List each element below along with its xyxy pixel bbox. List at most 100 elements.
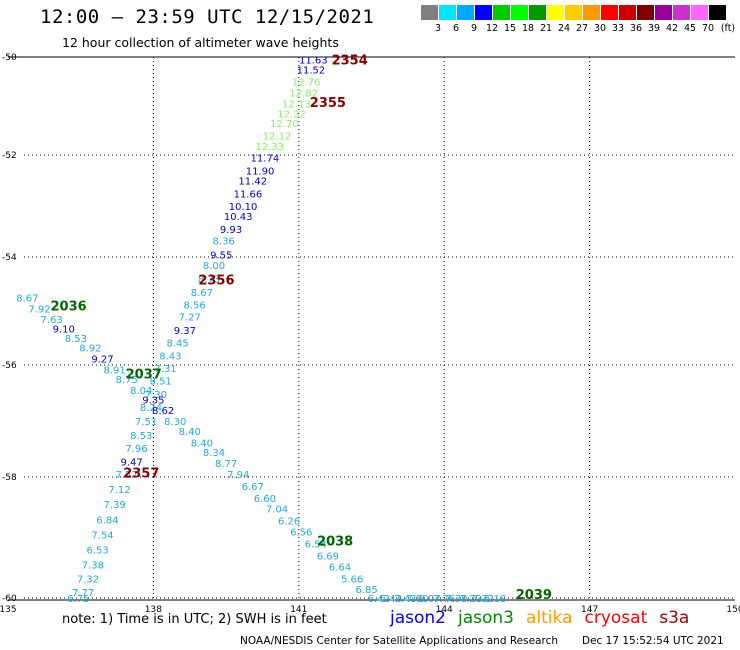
pass-time-label: 2357 [123,467,159,482]
swh-value-label: 7.32 [77,575,99,586]
pass-time-label: 2356 [198,274,234,289]
swh-value-label: 12.12 [263,131,292,142]
colorbar-tick: 27 [575,23,589,34]
colorbar-tick: 42 [665,23,679,34]
swh-value-label: 9.37 [174,326,196,337]
y-tick-label: -56 [2,361,17,371]
swh-value-label: 8.00 [203,261,225,272]
swh-value-label: 6.69 [317,552,339,563]
swh-value-label: 8.24 [140,403,162,414]
swh-value-label: 11.42 [238,177,267,188]
swh-value-label: 7.32 [472,594,494,605]
swh-value-label: 7.12 [108,485,130,496]
swh-value-label: 6.85 [356,585,378,596]
swh-value-label: 8.91 [103,365,125,376]
swh-value-label: 7.77 [72,588,94,599]
swh-value-label: 12.33 [255,142,284,153]
x-tick-label: 141 [290,605,307,615]
pass-time-label: 2355 [310,96,346,111]
colorbar-swatch [691,5,708,20]
colorbar-tick: 3 [434,23,442,34]
swh-value-label: 7.31 [154,364,176,375]
swh-value-label: 11.90 [246,166,275,177]
colorbar-swatch [439,5,456,20]
colorbar-swatch [709,5,726,20]
colorbar-tick: 18 [521,23,535,34]
swh-value-label: 6.43 [380,594,402,605]
swh-value-label: 6.67 [242,482,264,493]
swh-value-label: 6.56 [290,527,312,538]
swh-value-label: 7.27 [179,312,201,323]
legend-item-jason2: jason2 [390,608,446,628]
colorbar-swatch [619,5,636,20]
swh-value-label: 8.04 [130,386,152,397]
swh-value-label: 9.10 [53,324,75,335]
swh-value-label: 7.80 [406,594,428,605]
swh-value-label: 8.67 [16,294,38,305]
swh-value-label: 12.70 [270,119,299,130]
y-tick-label: -58 [2,473,17,483]
swh-value-label: 11.74 [251,154,280,165]
colorbar-tick: 39 [647,23,661,34]
swh-value-label: 12.32 [277,109,306,120]
colorbar-swatch [673,5,690,20]
y-tick-label: -54 [2,253,17,263]
colorbar-unit: (ft) [720,23,736,34]
colorbar-tick: 9 [470,23,478,34]
colorbar-swatch [547,5,564,20]
swh-value-label: 7.96 [125,444,147,455]
x-tick-label: 135 [0,605,17,615]
x-tick-label: 147 [581,605,598,615]
y-tick-label: -60 [2,594,17,604]
swh-value-label: 7.43 [394,594,416,605]
swh-value-label: 7.30 [145,390,167,401]
swh-value-label: 6.53 [87,546,109,557]
swh-value-label: 8.77 [215,459,237,470]
chart-title: 12:00 – 23:59 UTC 12/15/2021 [40,6,375,28]
swh-value-label: 8.56 [183,301,205,312]
swh-value-label: 7.94 [227,470,249,481]
swh-value-label: 8.40 [191,438,213,449]
legend-item-s3a: s3a [659,608,690,628]
colorbar-swatch [493,5,510,20]
swh-value-label: 7.30 [445,594,467,605]
swh-value-label: 8.73 [198,275,220,286]
swh-value-label: 9.27 [91,355,113,366]
swh-value-label: 6.54 [305,540,327,551]
colorbar-tick: 12 [485,23,499,34]
swh-value-label: 6.18 [484,594,506,605]
swh-value-label: 7.51 [135,417,157,428]
swh-value-label: 9.55 [210,250,232,261]
swh-value-label: 6.42 [368,594,390,605]
swh-value-label: 8.43 [159,351,181,362]
swh-value-label: 8.45 [167,338,189,349]
footer-note: note: 1) Time is in UTC; 2) SWH is in fe… [62,612,327,627]
satellite-legend: jason2 jason3 altika cryosat s3a [390,608,701,628]
swh-value-label: 7.39 [103,500,125,511]
x-tick-label: 138 [145,605,162,615]
pass-time-label: 2354 [332,53,368,68]
footer-timestamp: Dec 17 15:52:54 UTC 2021 [582,635,724,647]
swh-value-label: 6.64 [329,563,351,574]
swh-value-label: 12.76 [292,78,321,89]
swh-value-label: 7.04 [266,504,288,515]
colorbar-swatch [565,5,582,20]
x-tick-label: 150 [726,605,740,615]
swh-value-label: 7.38 [82,561,104,572]
colorbar-swatch [655,5,672,20]
swh-value-label: 6.26 [278,517,300,528]
swh-value-label: 8.34 [203,448,225,459]
colorbar-swatch [529,5,546,20]
colorbar-tick: 21 [539,23,553,34]
swh-value-label: 8.53 [65,334,87,345]
chart-subtitle: 12 hour collection of altimeter wave hei… [62,35,339,50]
colorbar-tick: 33 [611,23,625,34]
colorbar-swatch [421,5,438,20]
pass-time-label: 2037 [126,367,162,382]
colorbar-swatch [511,5,528,20]
colorbar-swatch [583,5,600,20]
legend-item-cryosat: cryosat [584,608,648,628]
swh-value-label: 8.92 [79,344,101,355]
colorbar-tick: 15 [503,23,517,34]
